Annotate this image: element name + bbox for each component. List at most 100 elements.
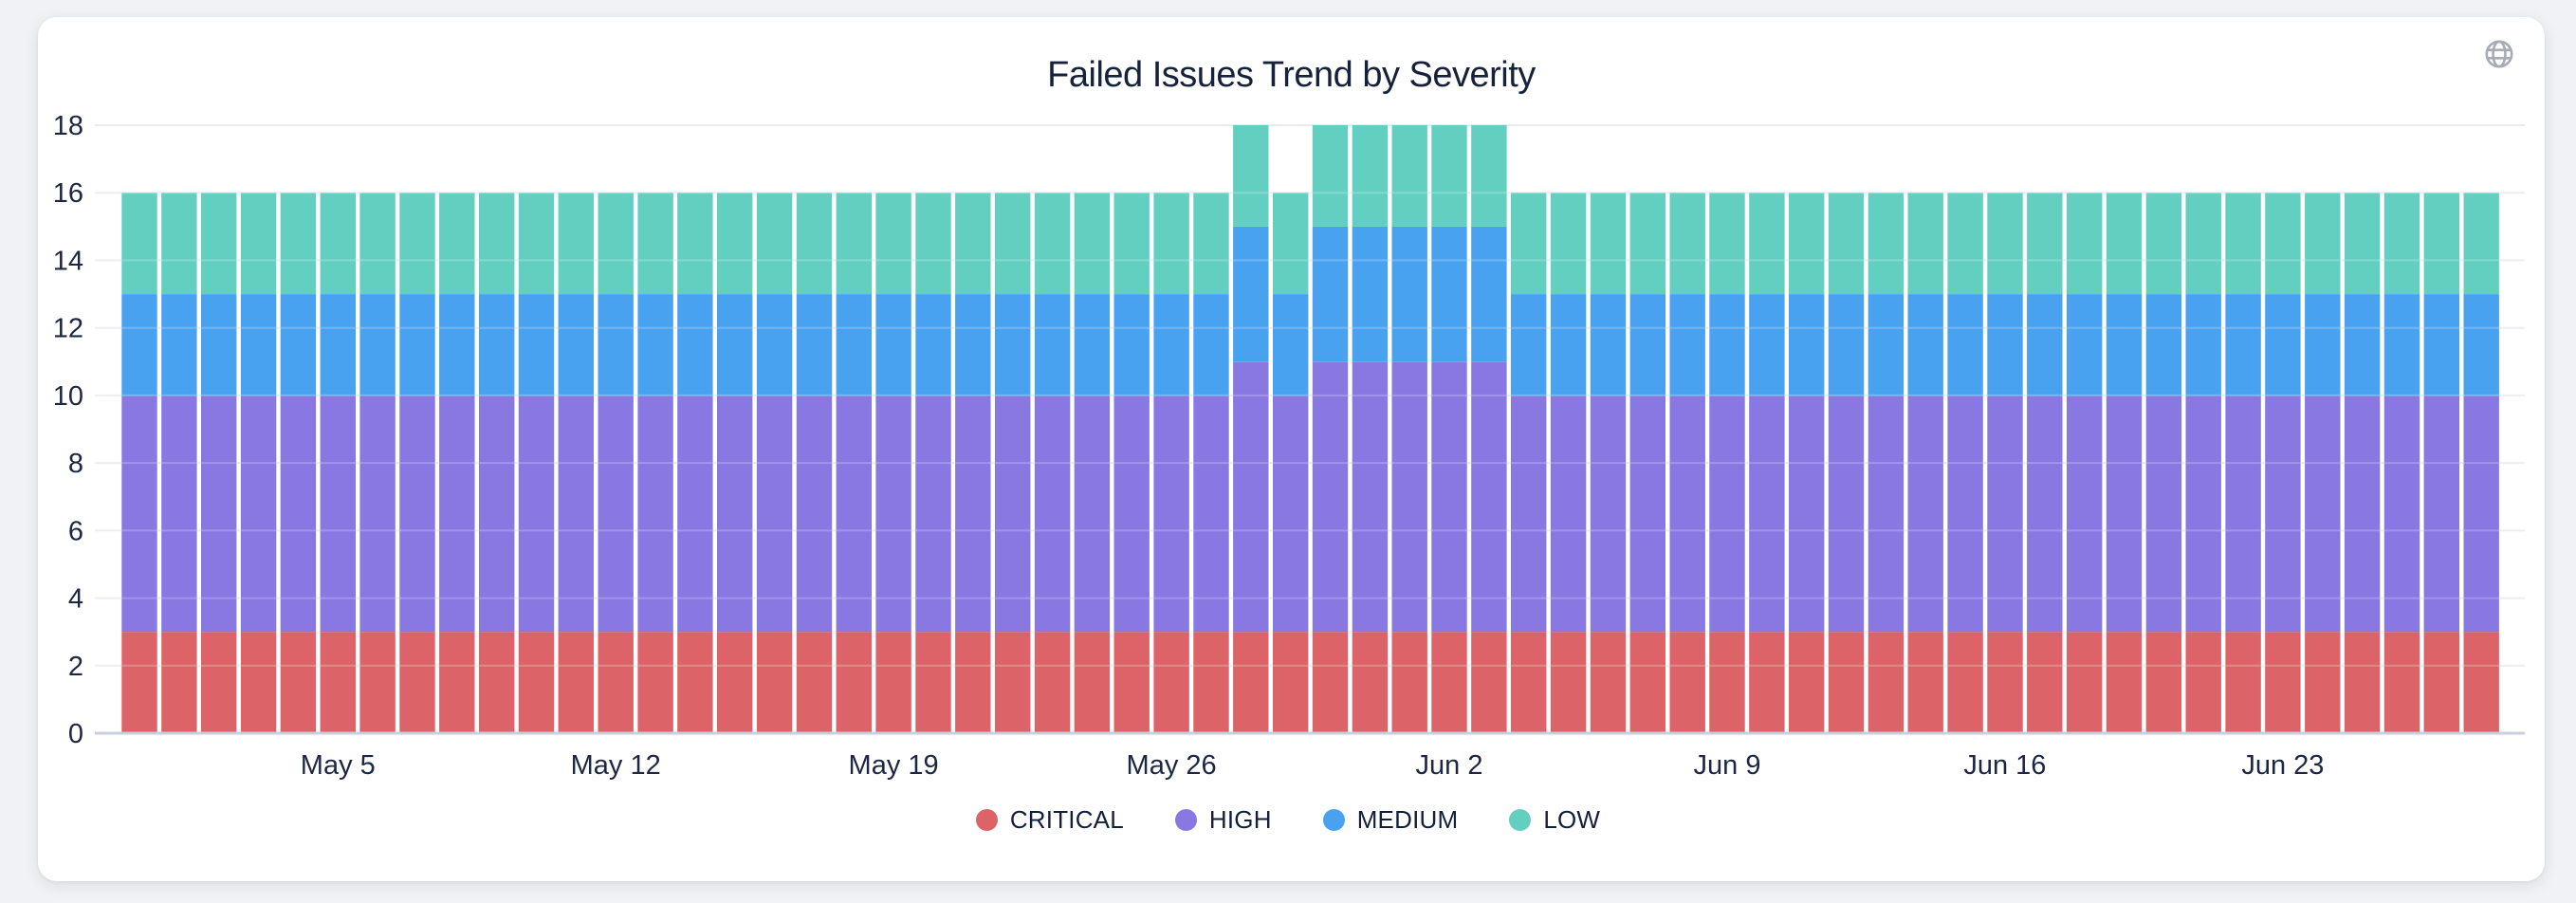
bar-segment[interactable] (1749, 294, 1785, 396)
bar-segment[interactable] (2265, 395, 2301, 633)
bar-segment[interactable] (2383, 193, 2420, 294)
bar-segment[interactable] (2225, 193, 2261, 294)
bar-segment[interactable] (598, 193, 634, 294)
bar-segment[interactable] (1391, 632, 1427, 733)
bar-segment[interactable] (558, 193, 594, 294)
bar-segment[interactable] (2027, 193, 2063, 294)
bar-segment[interactable] (2383, 395, 2420, 633)
bar-segment[interactable] (1511, 395, 1547, 633)
bar-segment[interactable] (1431, 632, 1467, 733)
bar-segment[interactable] (1987, 632, 2023, 733)
bar-segment[interactable] (717, 395, 753, 633)
bar-segment[interactable] (637, 193, 673, 294)
bar-segment[interactable] (1868, 294, 1904, 396)
bar-segment[interactable] (1987, 193, 2023, 294)
bar-segment[interactable] (1669, 395, 1705, 633)
bar-segment[interactable] (1113, 395, 1150, 633)
bar-segment[interactable] (756, 294, 793, 396)
bar-segment[interactable] (2225, 395, 2261, 633)
bar-segment[interactable] (2106, 395, 2143, 633)
bar-segment[interactable] (280, 193, 317, 294)
bar-segment[interactable] (637, 632, 673, 733)
bar-segment[interactable] (2185, 193, 2221, 294)
bar-segment[interactable] (2265, 294, 2301, 396)
bar-segment[interactable] (2463, 294, 2499, 396)
bar-segment[interactable] (1749, 395, 1785, 633)
bar-segment[interactable] (2383, 632, 2420, 733)
bar-segment[interactable] (1828, 632, 1865, 733)
bar-segment[interactable] (2423, 294, 2459, 396)
bar-segment[interactable] (1907, 632, 1943, 733)
bar-segment[interactable] (1352, 226, 1389, 362)
bar-segment[interactable] (1789, 193, 1825, 294)
bar-segment[interactable] (1511, 294, 1547, 396)
bar-segment[interactable] (1391, 125, 1427, 227)
bar-segment[interactable] (558, 395, 594, 633)
bar-segment[interactable] (836, 294, 872, 396)
bar-segment[interactable] (240, 193, 277, 294)
bar-segment[interactable] (995, 294, 1031, 396)
bar-segment[interactable] (2305, 632, 2341, 733)
bar-segment[interactable] (1590, 294, 1627, 396)
bar-segment[interactable] (1153, 632, 1189, 733)
bar-segment[interactable] (915, 632, 951, 733)
bar-segment[interactable] (479, 632, 515, 733)
bar-segment[interactable] (399, 294, 435, 396)
bar-segment[interactable] (2305, 395, 2341, 633)
bar-segment[interactable] (320, 632, 356, 733)
bar-segment[interactable] (2463, 632, 2499, 733)
bar-segment[interactable] (637, 294, 673, 396)
bar-segment[interactable] (1749, 632, 1785, 733)
bar-segment[interactable] (161, 395, 197, 633)
bar-segment[interactable] (399, 632, 435, 733)
bar-segment[interactable] (2106, 632, 2143, 733)
bar-segment[interactable] (1789, 294, 1825, 396)
bar-segment[interactable] (2185, 395, 2221, 633)
bar-segment[interactable] (1789, 395, 1825, 633)
bar-segment[interactable] (359, 395, 396, 633)
bar-segment[interactable] (479, 294, 515, 396)
bar-segment[interactable] (2106, 193, 2143, 294)
bar-segment[interactable] (201, 193, 237, 294)
bar-segment[interactable] (121, 294, 157, 396)
bar-segment[interactable] (2344, 632, 2381, 733)
bar-segment[interactable] (637, 395, 673, 633)
bar-segment[interactable] (2344, 193, 2381, 294)
bar-segment[interactable] (677, 193, 713, 294)
bar-segment[interactable] (1629, 294, 1665, 396)
bar-segment[interactable] (796, 193, 833, 294)
bar-segment[interactable] (1431, 361, 1467, 633)
bar-segment[interactable] (915, 193, 951, 294)
bar-segment[interactable] (1233, 632, 1269, 733)
bar-segment[interactable] (2027, 632, 2063, 733)
bar-segment[interactable] (2145, 294, 2182, 396)
bar-segment[interactable] (955, 193, 991, 294)
bar-segment[interactable] (2423, 193, 2459, 294)
bar-segment[interactable] (2383, 294, 2420, 396)
bar-segment[interactable] (1868, 193, 1904, 294)
bar-segment[interactable] (955, 395, 991, 633)
bar-segment[interactable] (1273, 395, 1309, 633)
bar-segment[interactable] (2225, 294, 2261, 396)
bar-segment[interactable] (1907, 395, 1943, 633)
bar-segment[interactable] (320, 395, 356, 633)
bar-segment[interactable] (1709, 294, 1745, 396)
bar-segment[interactable] (2027, 294, 2063, 396)
bar-segment[interactable] (320, 193, 356, 294)
bar-segment[interactable] (2145, 632, 2182, 733)
bar-segment[interactable] (240, 395, 277, 633)
legend-item-low[interactable]: LOW (1509, 805, 1600, 835)
bar-segment[interactable] (1907, 193, 1943, 294)
bar-segment[interactable] (399, 193, 435, 294)
bar-segment[interactable] (1947, 193, 1983, 294)
bar-segment[interactable] (1629, 632, 1665, 733)
bar-segment[interactable] (598, 395, 634, 633)
bar-segment[interactable] (1193, 193, 1229, 294)
bar-segment[interactable] (479, 395, 515, 633)
bar-segment[interactable] (399, 395, 435, 633)
bar-segment[interactable] (995, 193, 1031, 294)
bar-segment[interactable] (1113, 294, 1150, 396)
bar-segment[interactable] (439, 294, 475, 396)
bar-segment[interactable] (2185, 294, 2221, 396)
bar-segment[interactable] (1629, 193, 1665, 294)
